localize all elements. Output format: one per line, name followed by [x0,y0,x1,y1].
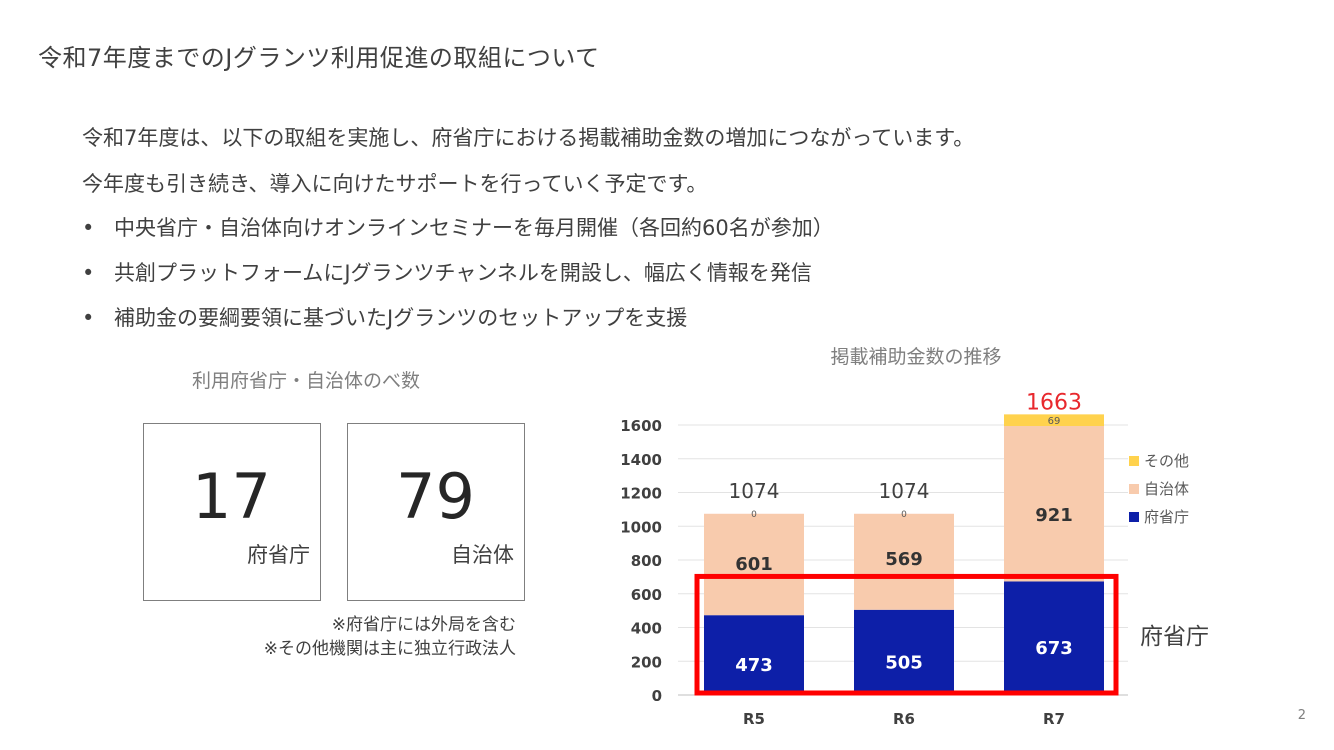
bullet-dot: • [82,216,95,240]
data-label: 0 [901,510,907,520]
y-tick-label: 400 [631,620,662,638]
bar-segment [1004,414,1104,427]
bullet-text: 補助金の要綱要領に基づいたJグランツのセットアップを支援 [114,306,688,330]
total-label: 1663 [1026,390,1082,415]
x-tick-label: R5 [743,710,765,728]
y-tick-label: 800 [631,552,662,570]
bullet-item: • 中央省庁・自治体向けオンラインセミナーを毎月開催（各回約60名が参加） [82,212,834,242]
bar-segment [854,513,954,610]
page-number: 2 [1297,708,1306,723]
total-label: 1074 [879,479,930,503]
bullet-text: 中央省庁・自治体向けオンラインセミナーを毎月開催（各回約60名が参加） [114,216,834,240]
y-tick-label: 1600 [620,417,662,435]
bar-segment [1004,426,1104,582]
bullet-dot: • [82,306,95,330]
bullet-dot: • [82,261,95,285]
municipality-count-label: 自治体 [451,543,514,567]
municipality-count-value: 79 [396,460,475,533]
highlight-box [694,573,1119,696]
bar-segment [1004,581,1104,695]
intro-line-1: 令和7年度は、以下の取組を実施し、府省庁における掲載補助金数の増加につながってい… [82,126,975,150]
highlight-label: 府省庁 [1140,624,1209,650]
legend-label: 自治体 [1144,480,1189,498]
total-label: 1074 [729,479,780,503]
legend-label: 府省庁 [1144,508,1189,526]
bar-segment [704,513,804,616]
bar-segment [704,615,804,695]
legend-label: その他 [1144,452,1189,470]
note-line: ※その他機関は主に独立行政法人 [263,639,516,659]
slide-title: 令和7年度までのJグランツ利用促進の取組について [38,44,600,72]
bullet-text: 共創プラットフォームにJグランツチャンネルを開設し、幅広く情報を発信 [114,261,812,285]
data-label: 601 [735,554,773,575]
bar-segment [854,609,954,695]
y-tick-label: 1400 [620,451,662,469]
y-tick-label: 600 [631,586,662,604]
y-tick-label: 0 [652,687,662,705]
data-label: 0 [751,510,757,520]
x-tick-label: R7 [1043,710,1065,728]
ministry-count-box: 17 府省庁 [143,423,321,601]
data-label: 505 [885,652,923,673]
chart-title: 掲載補助金数の推移 [830,346,1001,368]
legend-swatch [1129,512,1139,522]
intro-line-2: 今年度も引き続き、導入に向けたサポートを行っていく予定です。 [82,172,708,196]
x-tick-label: R6 [893,710,915,728]
ministry-count-value: 17 [192,460,271,533]
legend-swatch [1129,484,1139,494]
data-label: 921 [1035,505,1073,526]
ministry-count-label: 府省庁 [247,543,310,567]
bullet-item: • 補助金の要綱要領に基づいたJグランツのセットアップを支援 [82,302,687,332]
stats-caption: 利用府省庁・自治体のべ数 [192,370,421,392]
data-label: 473 [735,655,773,676]
y-tick-label: 200 [631,653,662,671]
data-label: 673 [1035,638,1073,659]
bullet-item: • 共創プラットフォームにJグランツチャンネルを開設し、幅広く情報を発信 [82,257,812,287]
legend-swatch [1129,456,1139,466]
y-tick-label: 1000 [620,518,662,536]
note-line: ※府省庁には外局を含む [331,615,516,635]
data-label: 569 [885,549,923,570]
y-tick-label: 1200 [620,485,662,503]
data-label: 69 [1048,416,1061,427]
municipality-count-box: 79 自治体 [347,423,525,601]
